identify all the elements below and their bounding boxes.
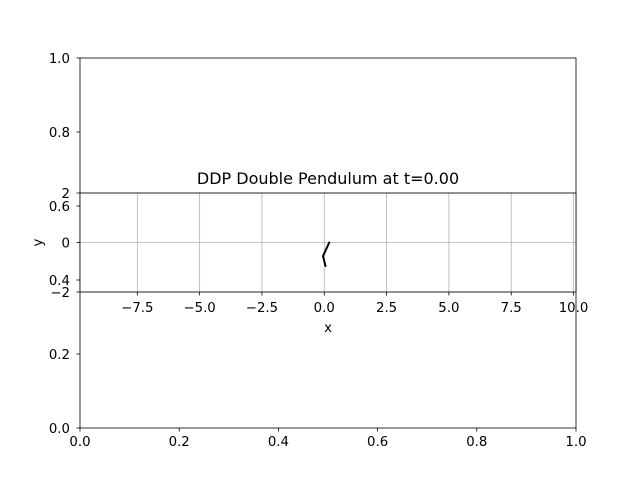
pendulum-x-tick-label: 10.0 bbox=[559, 301, 589, 316]
pendulum-x-tick-label: −2.5 bbox=[246, 301, 278, 316]
background-y-tick-label: 0.6 bbox=[49, 200, 70, 215]
pendulum-axes: −7.5 −5.0 −2.5 0.0 2.5 5.0 7.5 10.0 2 0 −2 x y DDP Do… bbox=[31, 169, 588, 336]
background-y-tick-label: 1.0 bbox=[49, 52, 70, 67]
pendulum-y-tick-label: 0 bbox=[62, 237, 70, 252]
background-y-tick-label: 0.4 bbox=[49, 274, 70, 289]
pendulum-rod-line bbox=[322, 241, 331, 268]
pendulum-x-tick-label: 7.5 bbox=[501, 301, 522, 316]
background-x-tick-label: 0.4 bbox=[268, 435, 289, 450]
pendulum-x-tick-label: −5.0 bbox=[183, 301, 215, 316]
background-x-tick-label: 0.6 bbox=[367, 435, 388, 450]
background-x-tick-label: 0.2 bbox=[169, 435, 190, 450]
background-y-tick-label: 0.8 bbox=[49, 126, 70, 141]
background-x-tick-label: 0.0 bbox=[69, 435, 90, 450]
pendulum-x-axis-label: x bbox=[324, 321, 332, 336]
pendulum-x-tick-label: −7.5 bbox=[121, 301, 153, 316]
background-x-tick-label: 0.8 bbox=[466, 435, 487, 450]
background-y-tick-label: 0.2 bbox=[49, 348, 70, 363]
pendulum-x-tick-label: 5.0 bbox=[438, 301, 459, 316]
pendulum-x-tick-label: 2.5 bbox=[376, 301, 397, 316]
pendulum-y-tick-label: 2 bbox=[62, 187, 70, 202]
pendulum-x-tick-label: 0.0 bbox=[314, 301, 335, 316]
chart-title: DDP Double Pendulum at t=0.00 bbox=[197, 169, 459, 188]
background-y-tick-label: 0.0 bbox=[49, 422, 70, 437]
pendulum-y-axis-label: y bbox=[31, 238, 46, 246]
background-x-tick-label: 1.0 bbox=[565, 435, 586, 450]
pendulum-y-tick-label: −2 bbox=[50, 286, 70, 301]
